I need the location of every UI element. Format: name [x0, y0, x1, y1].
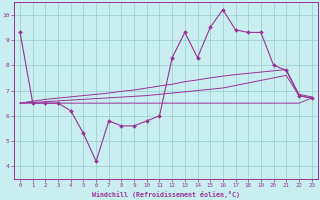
- X-axis label: Windchill (Refroidissement éolien,°C): Windchill (Refroidissement éolien,°C): [92, 191, 240, 198]
